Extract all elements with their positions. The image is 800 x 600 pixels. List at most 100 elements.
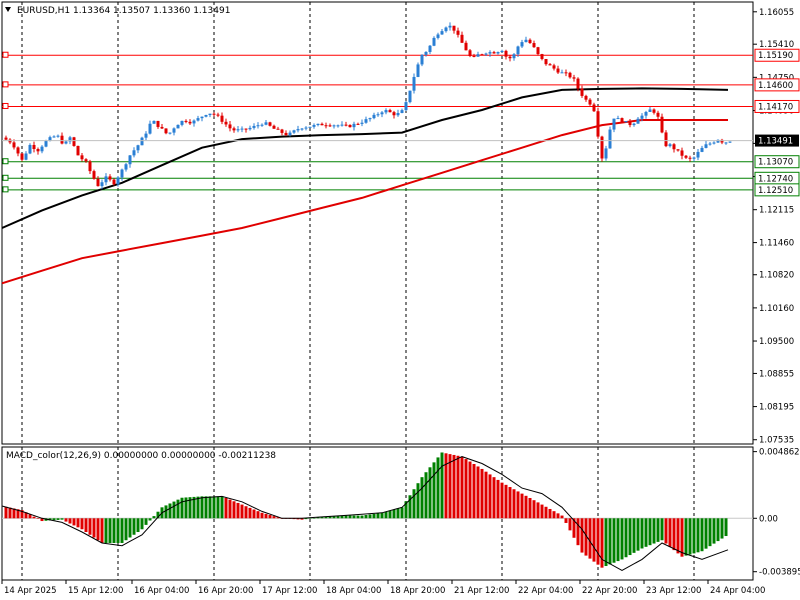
candle-bullish (640, 115, 644, 119)
price-tick-label: 1.09500 (759, 337, 794, 347)
candle-bearish (656, 112, 660, 117)
candle-bullish (308, 126, 312, 128)
candle-bullish (140, 137, 144, 146)
candle-bullish (612, 118, 616, 130)
level-marker (2, 186, 9, 193)
current-price-label: 1.13491 (758, 137, 793, 147)
candle-bearish (356, 123, 360, 125)
candle-bearish (508, 56, 512, 59)
candle-bullish (44, 140, 48, 147)
time-tick-label: 23 Apr 12:00 (646, 586, 701, 596)
macd-histogram-bar (400, 507, 404, 519)
candle-bearish (548, 64, 552, 66)
macd-histogram-bar (456, 455, 460, 519)
time-tick-label: 14 Apr 2025 (4, 586, 57, 596)
macd-histogram-bar (92, 518, 96, 538)
macd-histogram-bar (652, 518, 656, 544)
candle-bullish (624, 121, 628, 123)
candle-bearish (456, 30, 460, 35)
candle-bullish (312, 124, 316, 127)
macd-histogram-bar (384, 511, 388, 519)
macd-histogram-bar (488, 474, 492, 519)
macd-histogram-bar (596, 518, 600, 565)
candle-bullish (340, 124, 344, 126)
time-tick-label: 22 Apr 04:00 (518, 586, 573, 596)
macd-histogram-bar (336, 515, 340, 519)
macd-histogram-bar (148, 518, 152, 521)
candle-bearish (680, 150, 684, 156)
candle-bearish (584, 95, 588, 100)
macd-histogram-bar (204, 496, 208, 519)
candle-bullish (168, 132, 172, 134)
candle-bullish (524, 39, 528, 43)
level-label-box (754, 78, 800, 92)
candle-bearish (388, 110, 392, 113)
candle-bullish (632, 123, 636, 126)
candle-bearish (328, 125, 332, 127)
candle-bullish (128, 155, 132, 165)
candle-bullish (52, 136, 56, 138)
candle-bullish (204, 115, 208, 117)
candle-bullish (236, 129, 240, 131)
candle-bearish (36, 149, 40, 152)
candle-bullish (264, 122, 268, 125)
time-tick-label: 18 Apr 20:00 (390, 586, 445, 596)
macd-histogram-bar (712, 518, 716, 544)
level-label: 1.12740 (758, 174, 793, 184)
candle-bullish (408, 90, 412, 103)
level-label: 1.13070 (758, 158, 793, 168)
macd-histogram-bar (40, 518, 44, 522)
candle-bearish (580, 88, 584, 96)
macd-histogram-bar (104, 518, 108, 543)
macd-histogram-bar (128, 518, 132, 538)
macd-histogram-bar (544, 506, 548, 519)
macd-histogram-bar (112, 518, 116, 543)
macd-histogram-bar (172, 501, 176, 519)
macd-histogram-bar (36, 518, 40, 519)
candle-bullish (240, 128, 244, 130)
macd-histogram-bar (236, 502, 240, 519)
candle-bearish (660, 116, 664, 133)
macd-histogram-bar (508, 487, 512, 519)
candle-bullish (256, 125, 260, 127)
macd-histogram-bar (572, 518, 576, 538)
macd-histogram-bar (144, 518, 148, 525)
macd-histogram-bar (360, 515, 364, 519)
macd-histogram-bar (244, 506, 248, 519)
price-tick-label: 1.12115 (759, 206, 794, 216)
macd-histogram-bar (408, 495, 412, 519)
candle-bearish (156, 120, 160, 127)
macd-histogram-bar (296, 518, 300, 520)
candle-bearish (212, 113, 216, 115)
candle-bullish (152, 120, 156, 124)
macd-histogram-bar (696, 518, 700, 553)
macd-histogram-bar (600, 518, 604, 568)
price-tick-label: 1.11460 (759, 239, 794, 249)
macd-histogram-bar (376, 513, 380, 519)
candle-bullish (352, 123, 356, 128)
candle-bullish (512, 54, 516, 59)
macd-histogram-bar (716, 518, 720, 542)
candle-bullish (692, 157, 696, 159)
macd-histogram-bar (392, 509, 396, 519)
macd-histogram-bar (648, 518, 652, 546)
candle-bearish (344, 124, 348, 126)
candle-bearish (664, 132, 668, 147)
candle-bullish (436, 34, 440, 38)
candle-bearish (600, 136, 604, 159)
macd-histogram-bar (552, 511, 556, 519)
macd-histogram-bar (452, 454, 456, 519)
macd-histogram-bar (248, 507, 252, 519)
macd-histogram-bar (448, 454, 452, 519)
macd-histogram-bar (96, 518, 100, 541)
candle-bearish (688, 157, 692, 159)
candle-bullish (428, 45, 432, 52)
macd-histogram-bar (136, 518, 140, 533)
level-marker (2, 81, 9, 88)
candle-bullish (412, 76, 416, 91)
candle-bullish (516, 46, 520, 55)
macd-histogram-bar (540, 504, 544, 519)
candle-bullish (520, 42, 524, 47)
candle-bullish (364, 119, 368, 123)
